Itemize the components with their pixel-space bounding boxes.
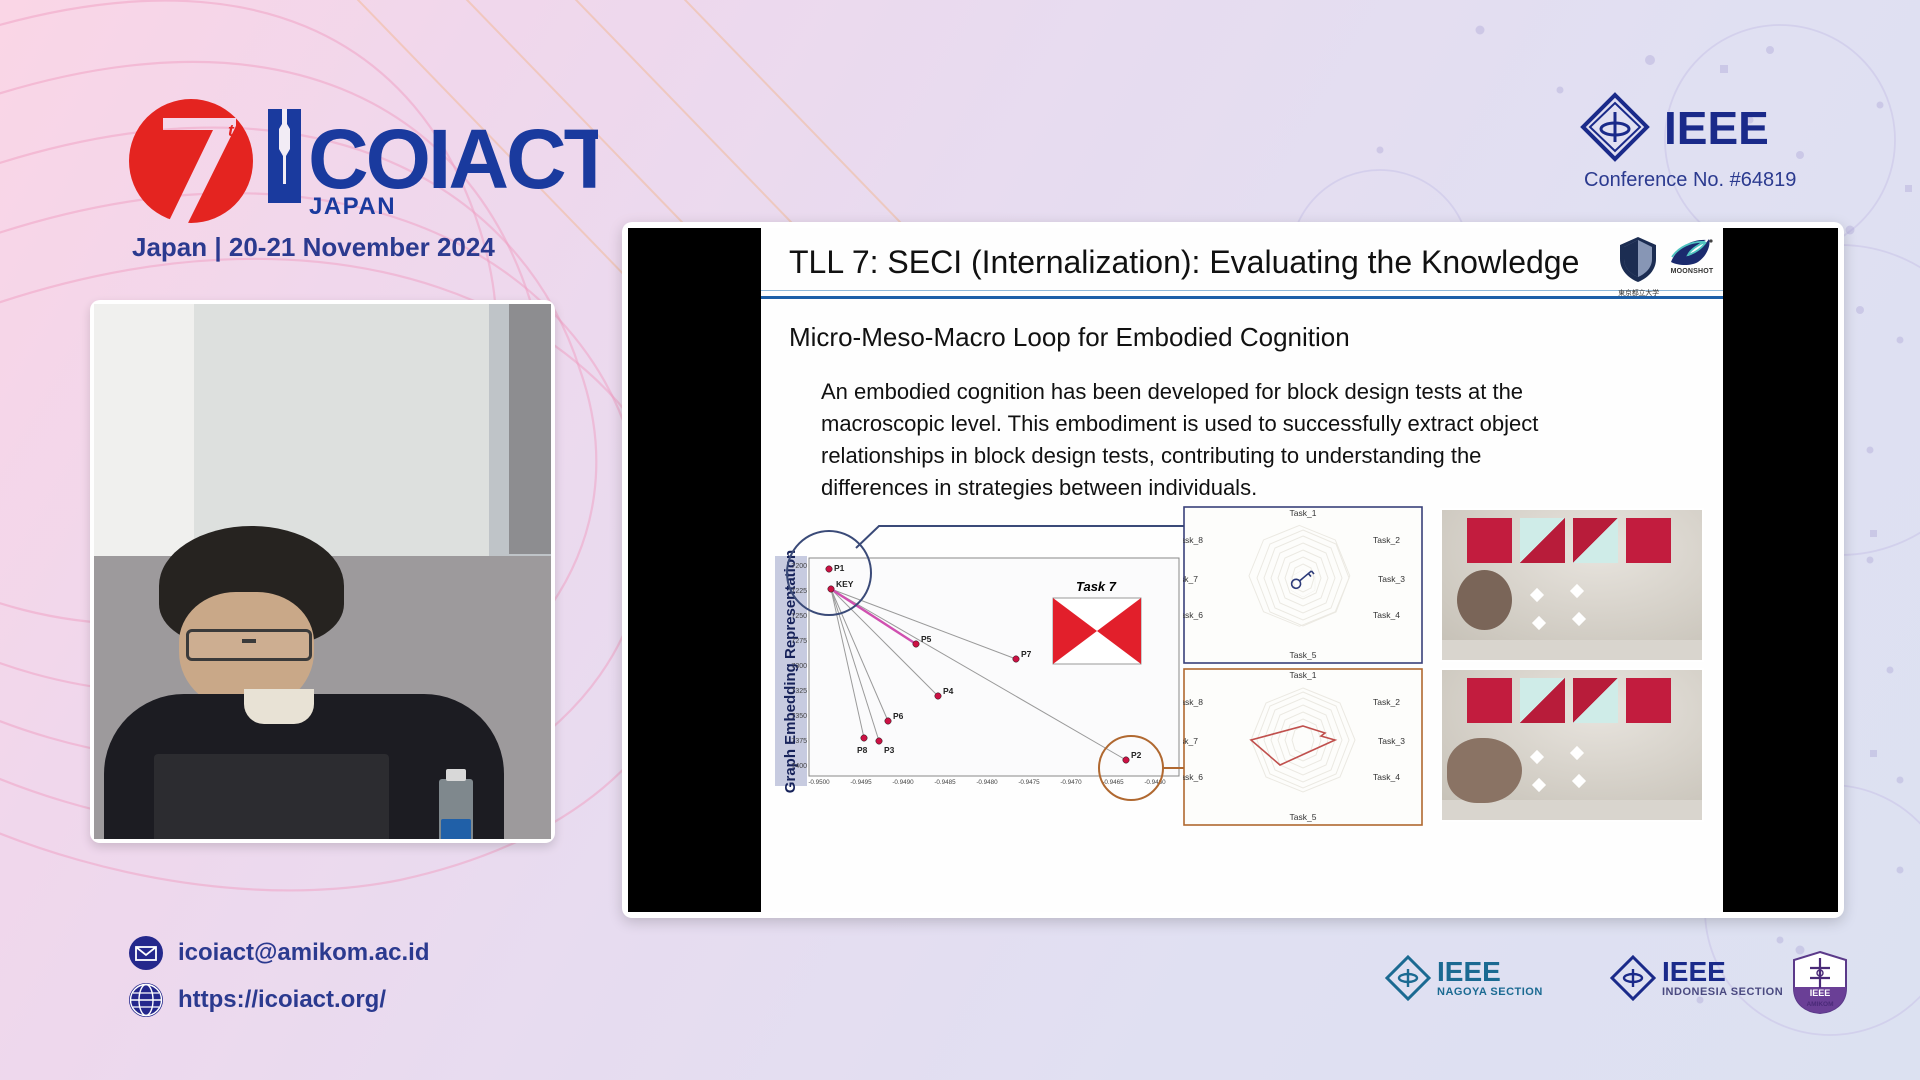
svg-text:7375: 7375 (791, 738, 807, 745)
svg-text:Task_1: Task_1 (1290, 670, 1317, 680)
svg-text:AMIKOM: AMIKOM (1806, 1001, 1833, 1008)
svg-text:Task_6: Task_6 (1183, 772, 1203, 782)
svg-text:P6: P6 (893, 711, 904, 721)
svg-text:P7: P7 (1021, 649, 1032, 659)
svg-text:-0.9495: -0.9495 (850, 779, 872, 786)
svg-text:7400: 7400 (791, 763, 807, 770)
svg-text:th: th (228, 121, 244, 140)
svg-text:P8: P8 (857, 745, 868, 755)
svg-text:Task_5: Task_5 (1290, 650, 1317, 660)
svg-text:Task_3: Task_3 (1378, 736, 1405, 746)
svg-text:P4: P4 (943, 686, 954, 696)
svg-text:Task_8: Task_8 (1183, 697, 1203, 707)
svg-text:-0.9485: -0.9485 (934, 779, 956, 786)
svg-text:Task_7: Task_7 (1183, 736, 1198, 746)
svg-text:Task_2: Task_2 (1373, 697, 1400, 707)
svg-text:IEEE: IEEE (1810, 988, 1831, 998)
svg-text:COIACT: COIACT (308, 112, 598, 206)
svg-text:Task_6: Task_6 (1183, 610, 1203, 620)
svg-text:Task_8: Task_8 (1183, 535, 1203, 545)
svg-text:P3: P3 (884, 745, 895, 755)
svg-text:-0.9490: -0.9490 (892, 779, 914, 786)
svg-text:-0.9475: -0.9475 (1018, 779, 1040, 786)
svg-text:JAPAN: JAPAN (309, 193, 396, 220)
svg-text:7350: 7350 (791, 713, 807, 720)
svg-text:Task_3: Task_3 (1378, 574, 1405, 584)
svg-text:7300: 7300 (791, 663, 807, 670)
svg-text:7275: 7275 (791, 638, 807, 645)
svg-text:IEEE: IEEE (1664, 102, 1769, 154)
svg-text:-0.9480: -0.9480 (976, 779, 998, 786)
svg-text:Task_4: Task_4 (1373, 610, 1400, 620)
svg-text:Task_7: Task_7 (1183, 574, 1198, 584)
svg-text:Task_2: Task_2 (1373, 535, 1400, 545)
svg-text:-0.9470: -0.9470 (1060, 779, 1082, 786)
svg-text:Task_1: Task_1 (1290, 508, 1317, 518)
svg-text:-0.9500: -0.9500 (808, 779, 830, 786)
svg-text:7325: 7325 (791, 688, 807, 695)
svg-text:Task_5: Task_5 (1290, 812, 1317, 822)
svg-text:Task_4: Task_4 (1373, 772, 1400, 782)
